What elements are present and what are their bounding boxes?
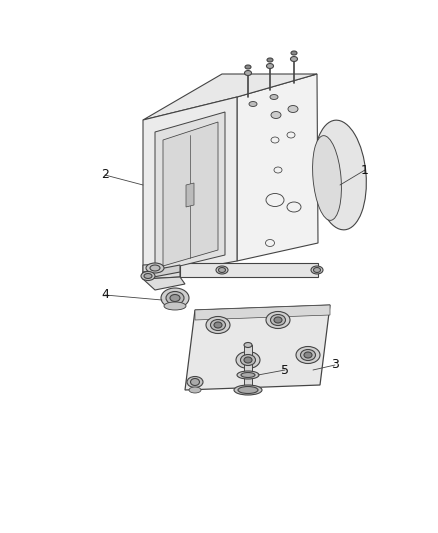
Ellipse shape	[245, 65, 251, 69]
Polygon shape	[155, 112, 225, 272]
Polygon shape	[143, 277, 185, 290]
Polygon shape	[237, 74, 318, 261]
Ellipse shape	[244, 357, 252, 363]
Ellipse shape	[266, 311, 290, 328]
Polygon shape	[163, 122, 218, 266]
Ellipse shape	[304, 352, 312, 358]
Ellipse shape	[249, 101, 257, 107]
Ellipse shape	[271, 314, 286, 326]
Ellipse shape	[170, 295, 180, 302]
Ellipse shape	[216, 266, 228, 274]
Polygon shape	[244, 345, 252, 385]
Ellipse shape	[146, 263, 164, 273]
Ellipse shape	[296, 346, 320, 364]
Ellipse shape	[150, 265, 160, 271]
Polygon shape	[143, 74, 317, 120]
Ellipse shape	[244, 343, 252, 348]
Ellipse shape	[211, 319, 226, 330]
Ellipse shape	[206, 317, 230, 334]
Ellipse shape	[191, 378, 199, 385]
Ellipse shape	[288, 106, 298, 112]
Ellipse shape	[271, 111, 281, 118]
Polygon shape	[143, 265, 180, 279]
Ellipse shape	[291, 51, 297, 55]
Ellipse shape	[237, 371, 259, 379]
Polygon shape	[180, 263, 318, 277]
Ellipse shape	[219, 268, 226, 272]
Text: 1: 1	[361, 164, 369, 176]
Polygon shape	[195, 305, 330, 320]
Ellipse shape	[189, 387, 201, 393]
Ellipse shape	[244, 70, 251, 76]
Ellipse shape	[234, 385, 262, 395]
Text: 5: 5	[281, 364, 289, 376]
Ellipse shape	[266, 63, 273, 69]
Ellipse shape	[164, 302, 186, 310]
Ellipse shape	[270, 94, 278, 100]
Ellipse shape	[144, 273, 152, 279]
Ellipse shape	[141, 271, 155, 280]
Ellipse shape	[241, 373, 255, 377]
Ellipse shape	[166, 292, 184, 304]
Ellipse shape	[267, 58, 273, 62]
Ellipse shape	[161, 288, 189, 308]
Text: 3: 3	[331, 359, 339, 372]
Ellipse shape	[314, 268, 321, 272]
Polygon shape	[143, 263, 180, 279]
Ellipse shape	[187, 376, 203, 387]
Polygon shape	[143, 97, 237, 278]
Ellipse shape	[313, 135, 342, 220]
Ellipse shape	[214, 322, 222, 328]
Ellipse shape	[300, 350, 315, 360]
Polygon shape	[186, 183, 194, 207]
Ellipse shape	[314, 120, 366, 230]
Polygon shape	[185, 305, 330, 390]
Ellipse shape	[238, 386, 258, 393]
Ellipse shape	[274, 317, 282, 323]
Ellipse shape	[236, 351, 260, 368]
Text: 4: 4	[101, 288, 109, 302]
Ellipse shape	[311, 266, 323, 274]
Ellipse shape	[290, 56, 297, 61]
Text: 2: 2	[101, 168, 109, 182]
Ellipse shape	[240, 354, 255, 366]
